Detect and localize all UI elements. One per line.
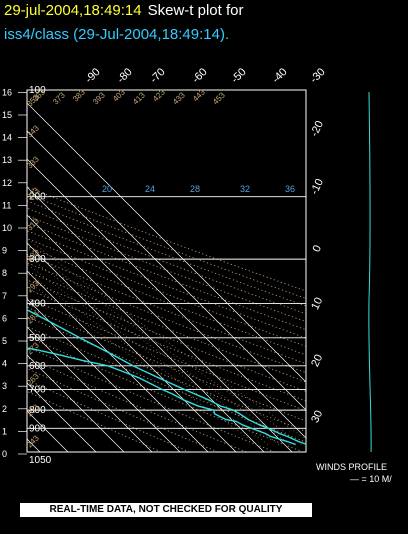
height-tick-label: 16 xyxy=(2,87,12,97)
dry-adiabat xyxy=(27,390,162,452)
pressure-tick-label: 500 xyxy=(29,333,46,344)
temperature-right-label: 0 xyxy=(311,243,324,254)
adiabat-label: 413 xyxy=(131,90,147,106)
temperature-right-label: 10 xyxy=(309,296,325,312)
isotherm-line xyxy=(27,354,125,452)
temperature-top-label: -60 xyxy=(190,66,210,86)
adiabat-label: 373 xyxy=(51,90,67,106)
title-label: Skew-t plot for xyxy=(147,2,244,19)
height-tick-label: 3 xyxy=(2,381,7,391)
isotherm-line xyxy=(27,270,209,452)
winds-scale-label: — = 10 M/ xyxy=(350,474,392,484)
pressure-tick-label: 900 xyxy=(29,423,46,434)
dry-adiabat xyxy=(27,200,306,307)
dry-adiabat xyxy=(27,297,306,412)
height-tick-label: 2 xyxy=(2,404,7,414)
pressure-tick-label: 200 xyxy=(29,192,46,203)
temperature-top-label: -30 xyxy=(308,66,328,86)
pressure-tick-label: 1050 xyxy=(29,455,52,466)
dry-adiabat xyxy=(27,357,247,452)
temperature-right-label: -20 xyxy=(308,119,326,138)
height-tick-label: 15 xyxy=(2,110,12,120)
dry-adiabat xyxy=(27,306,306,422)
height-tick-label: 5 xyxy=(2,336,7,346)
mixing-ratio-label: 36 xyxy=(285,184,295,194)
height-tick-label: 1 xyxy=(2,426,7,436)
isotherm-line xyxy=(27,326,153,452)
dry-adiabat xyxy=(27,346,275,452)
height-tick-label: 11 xyxy=(2,200,11,210)
pressure-tick-label: 700 xyxy=(29,385,46,396)
temperature-top-label: -90 xyxy=(83,66,103,86)
pressure-tick-label: 300 xyxy=(29,254,46,265)
height-tick-label: 4 xyxy=(2,359,7,369)
temperature-top-label: -80 xyxy=(115,66,135,86)
temperature-trace xyxy=(27,309,306,445)
temperature-top-label: -40 xyxy=(270,66,290,86)
height-tick-label: 10 xyxy=(2,223,12,233)
title-date: 29-jul-2004,18:49:14 xyxy=(4,2,142,19)
adiabat-label: 393 xyxy=(91,90,107,106)
height-tick-label: 0 xyxy=(2,449,7,459)
height-tick-label: 12 xyxy=(2,178,12,188)
height-tick-label: 9 xyxy=(2,246,7,256)
pressure-tick-label: 100 xyxy=(29,85,46,96)
height-tick-label: 6 xyxy=(2,313,7,323)
height-tick-label: 14 xyxy=(2,133,12,143)
adiabat-label: 433 xyxy=(171,90,187,106)
pressure-tick-label: 600 xyxy=(29,361,46,372)
temperature-right-label: -10 xyxy=(308,177,326,196)
height-tick-label: 8 xyxy=(2,268,7,278)
adiabat-label: 453 xyxy=(211,90,227,106)
winds-profile-trace xyxy=(368,91,372,453)
height-tick-label: 13 xyxy=(2,155,12,165)
isotherm-line xyxy=(27,382,97,452)
pressure-tick-label: 400 xyxy=(29,298,46,309)
temperature-top-label: -50 xyxy=(229,66,249,86)
temperature-top-label: -70 xyxy=(148,66,168,86)
height-tick-label: 7 xyxy=(2,291,7,301)
mixing-ratio-label: 24 xyxy=(145,184,155,194)
dry-adiabat xyxy=(27,222,306,331)
isotherm-line xyxy=(27,158,306,439)
mixing-ratio-label: 32 xyxy=(240,184,250,194)
isotherm-line xyxy=(27,186,293,452)
dewpoint-trace xyxy=(27,347,296,446)
chart-subtitle: iss4/class (29-Jul-2004,18:49:14). xyxy=(4,26,230,43)
mixing-ratio-label: 28 xyxy=(190,184,200,194)
temperature-right-label: 20 xyxy=(309,353,325,369)
winds-profile-label: WINDS PROFILE xyxy=(316,462,388,472)
isotherm-line xyxy=(27,102,306,383)
isotherm-line xyxy=(27,130,306,411)
isotherm-line xyxy=(27,298,181,452)
dry-adiabat xyxy=(27,316,306,432)
temperature-right-label: 30 xyxy=(309,409,325,425)
chart-title: 29-jul-2004,18:49:14 Skew-t plot for xyxy=(4,2,243,19)
isotherm-line xyxy=(27,214,265,452)
dry-adiabat xyxy=(27,326,306,443)
mixing-ratio-label: 20 xyxy=(102,184,112,194)
dry-adiabat xyxy=(27,336,304,452)
isotherm-line xyxy=(27,410,69,452)
isotherm-line xyxy=(27,242,237,452)
dry-adiabat xyxy=(27,379,190,452)
quality-warning: REAL-TIME DATA, NOT CHECKED FOR QUALITY xyxy=(20,503,312,517)
plot-frame xyxy=(26,89,307,453)
dry-adiabat xyxy=(27,367,219,452)
pressure-tick-label: 800 xyxy=(29,405,46,416)
